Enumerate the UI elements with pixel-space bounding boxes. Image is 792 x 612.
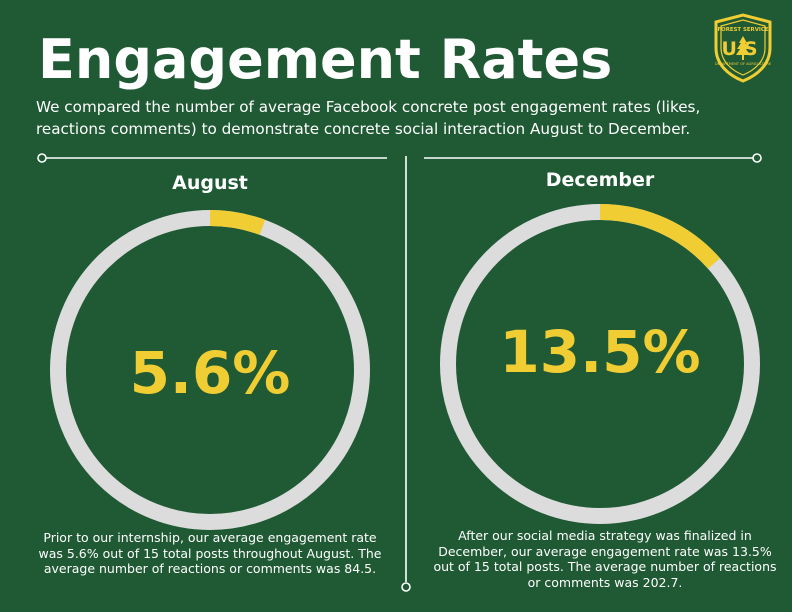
august-caption: Prior to our internship, our average eng… <box>38 530 382 576</box>
page-title: Engagement Rates <box>38 28 613 91</box>
donut-value-label: 13.5% <box>499 318 700 386</box>
august-label: August <box>172 172 248 194</box>
donut-value-label: 5.6% <box>130 339 291 407</box>
december-donut-chart: 13.5% <box>440 204 760 524</box>
page-subtitle: We compared the number of average Facebo… <box>36 98 701 138</box>
logo-tree-icon <box>736 36 750 60</box>
august-donut-chart: 5.6% <box>50 210 370 530</box>
usfs-shield-icon: FOREST SERVICE US DEPARTMENT OF AGRICULT… <box>714 13 772 83</box>
logo-top-text: FOREST SERVICE <box>717 27 768 33</box>
logo-bottom-text: DEPARTMENT OF AGRICULTURE <box>715 62 772 66</box>
december-caption: After our social media strategy was fina… <box>433 528 777 590</box>
december-label: December <box>545 169 655 191</box>
donut-value-arc <box>209 210 266 235</box>
donut-value-arc <box>599 204 721 269</box>
